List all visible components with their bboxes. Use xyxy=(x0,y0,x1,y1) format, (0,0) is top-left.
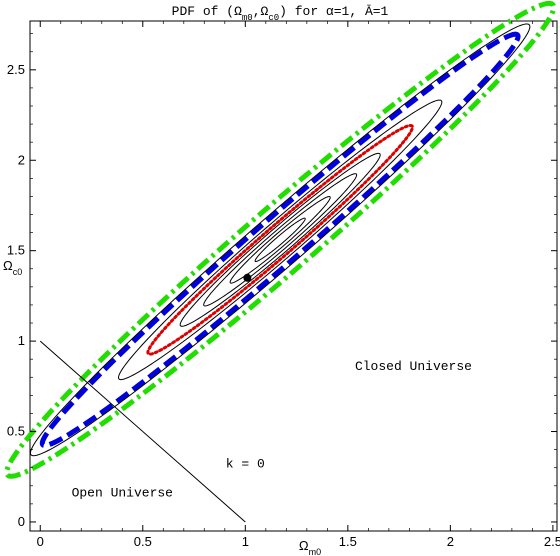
flat-universe-line xyxy=(39,340,246,523)
contour-layer xyxy=(4,0,557,479)
best-fit-point xyxy=(243,273,252,282)
title-omega-c: Ω xyxy=(261,4,269,19)
y-tick-label: 0 xyxy=(18,514,25,529)
title-omega-m: Ω xyxy=(234,4,242,19)
y-axis-title-sub: c0 xyxy=(13,267,23,277)
contour-1-sigma xyxy=(146,123,414,356)
contour-outer-thin-2 xyxy=(29,23,531,457)
y-axis-title-base: Ω xyxy=(3,258,13,273)
x-tick-label: 1 xyxy=(242,534,249,549)
y-tick-label: 0.5 xyxy=(7,424,25,439)
contour-inner-4 xyxy=(179,152,381,327)
title-m0: m0 xyxy=(242,13,253,23)
overlay-layer: Closed Universe Open Universe k = 0 xyxy=(39,273,472,523)
x-tick-label: 2 xyxy=(447,534,454,549)
contour-2-sigma xyxy=(39,31,521,448)
y-axis-title: Ωc0 xyxy=(3,258,22,277)
annotation-open-universe: Open Universe xyxy=(72,486,173,501)
y-tick-label: 2.5 xyxy=(7,62,25,77)
contour-outer-thin xyxy=(118,99,443,381)
x-tick-label: 0 xyxy=(37,534,44,549)
contour-3-sigma xyxy=(4,0,557,479)
x-tick-label: 0.5 xyxy=(134,534,152,549)
annotation-closed-universe: Closed Universe xyxy=(355,359,472,374)
title-c0: c0 xyxy=(268,13,279,23)
title-sep: , xyxy=(253,4,261,19)
contour-inner-2 xyxy=(229,196,331,284)
contour-inner-1 xyxy=(254,217,306,262)
y-tick-label: 2 xyxy=(18,152,25,167)
x-axis-title-base: Ω xyxy=(299,538,309,553)
x-axis-title: Ωm0 xyxy=(299,538,321,556)
x-tick-label: 2.5 xyxy=(544,534,560,549)
annotation-k-0: k = 0 xyxy=(226,457,265,472)
y-tick-label: 1.5 xyxy=(7,243,25,258)
x-axis-title-sub: m0 xyxy=(309,547,322,556)
title-prefix: PDF of ( xyxy=(172,4,234,19)
chart-title: PDF of (Ωm0,Ωc0) for α=1, Ā=1 xyxy=(172,4,389,23)
title-suffix: ) for α=1, Ā=1 xyxy=(279,4,388,19)
plot-frame xyxy=(29,20,558,532)
tick-layer: 0 0.5 1 1.5 2 2.5 0 0.5 1 1.5 2 2.5 xyxy=(7,21,560,549)
contour-inner-3 xyxy=(203,173,358,307)
x-tick-label: 1.5 xyxy=(339,534,357,549)
y-tick-label: 1 xyxy=(18,333,25,348)
